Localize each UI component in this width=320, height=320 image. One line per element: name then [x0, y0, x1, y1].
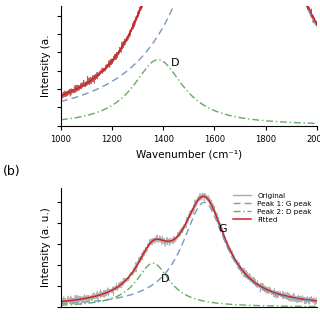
Text: G: G [218, 224, 227, 234]
Text: D: D [161, 274, 169, 284]
X-axis label: Wavenumber (cm⁻¹): Wavenumber (cm⁻¹) [136, 149, 242, 159]
Text: (b): (b) [3, 165, 21, 178]
Y-axis label: Intensity (a.: Intensity (a. [41, 35, 51, 97]
Y-axis label: Intensity (a. u.): Intensity (a. u.) [41, 208, 51, 287]
Text: D: D [171, 58, 180, 68]
Legend: Original, Peak 1: G peak, Peak 2: D peak, Fitted: Original, Peak 1: G peak, Peak 2: D peak… [232, 191, 313, 224]
